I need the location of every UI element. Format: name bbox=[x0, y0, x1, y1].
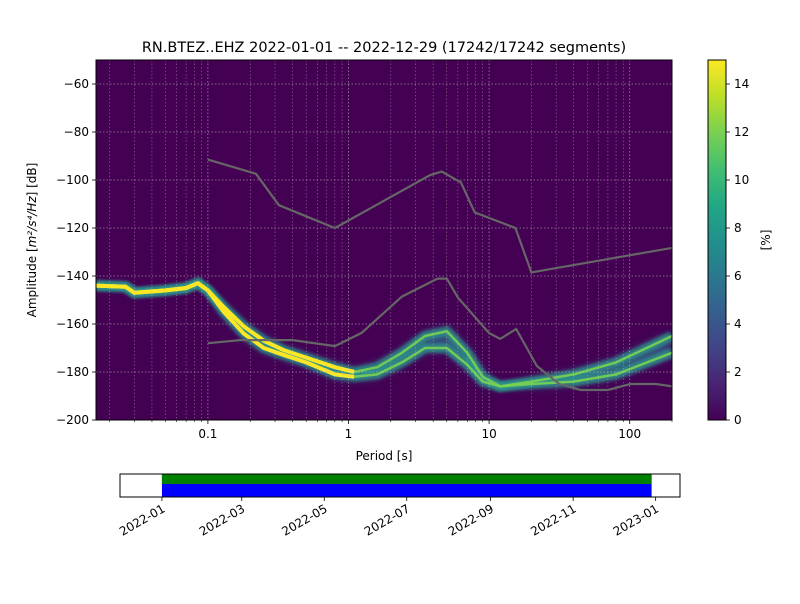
high-noise-model-line bbox=[207, 158, 672, 274]
timeline-tick-label: 2022-01 bbox=[117, 501, 167, 538]
timeline-tick-label: 2022-09 bbox=[446, 501, 496, 538]
y-tick-label: −80 bbox=[64, 125, 89, 139]
timeline-tick-label: 2023-01 bbox=[611, 501, 661, 538]
timeline-tick-label: 2022-03 bbox=[197, 501, 247, 538]
x-tick-label: 1 bbox=[345, 427, 353, 441]
colorbar-tick-label: 6 bbox=[734, 269, 742, 283]
plot-frame bbox=[95, 59, 673, 421]
y-axis-label-suffix: ] [dB] bbox=[25, 163, 39, 197]
psd-ridge-long-1 bbox=[354, 329, 672, 388]
colorbar-ticks: 0 2 4 6 8 10 12 14 bbox=[726, 77, 749, 427]
x-tick-label: 0.1 bbox=[198, 427, 217, 441]
timeline-gap-coverage bbox=[161, 474, 652, 484]
timeline-frame bbox=[119, 473, 681, 498]
noise-models bbox=[207, 158, 672, 392]
y-tick-label: −120 bbox=[56, 221, 89, 235]
timeline-tick-label: 2022-07 bbox=[362, 501, 412, 538]
x-axis-ticks: 0.1 1 10 100 bbox=[109, 420, 673, 441]
colorbar-tick-label: 0 bbox=[734, 413, 742, 427]
y-axis-label: Amplitude [m²/s⁴/Hz] [dB] bbox=[25, 163, 39, 318]
y-tick-label: −100 bbox=[56, 173, 89, 187]
colorbar-tick-label: 8 bbox=[734, 221, 742, 235]
y-axis-ticks: −200 −180 −160 −140 −120 −100 −80 −60 bbox=[56, 77, 96, 427]
y-axis-label-prefix: Amplitude [ bbox=[25, 247, 39, 317]
data-coverage-timeline: 2022-01 2022-03 2022-05 2022-07 2022-09 2022-… bbox=[117, 473, 681, 539]
colorbar-tick-label: 4 bbox=[734, 317, 742, 331]
psd-ridge-core-2 bbox=[96, 281, 355, 379]
colorbar bbox=[707, 59, 727, 421]
colorbar-tick-label: 2 bbox=[734, 365, 742, 379]
low-noise-model-line bbox=[207, 277, 672, 392]
timeline-tick-label: 2022-05 bbox=[279, 501, 329, 538]
y-tick-label: −180 bbox=[56, 365, 89, 379]
colorbar-tick-label: 14 bbox=[734, 77, 749, 91]
psd-ridge-long-2 bbox=[354, 346, 672, 388]
grid-lines bbox=[96, 60, 672, 420]
colorbar-tick-label: 12 bbox=[734, 125, 749, 139]
y-tick-label: −140 bbox=[56, 269, 89, 283]
timeline-tick-label: 2022-11 bbox=[528, 501, 578, 538]
x-tick-label: 10 bbox=[481, 427, 496, 441]
colorbar-label: [%] bbox=[759, 230, 773, 251]
colorbar-tick-label: 10 bbox=[734, 173, 749, 187]
y-tick-label: −160 bbox=[56, 317, 89, 331]
x-tick-label: 100 bbox=[618, 427, 641, 441]
y-axis-label-units: m²/s⁴/Hz bbox=[25, 196, 39, 248]
chart-title: RN.BTEZ..EHZ 2022-01-01 -- 2022-12-29 (1… bbox=[142, 40, 626, 56]
y-tick-label: −60 bbox=[64, 77, 89, 91]
x-axis-label: Period [s] bbox=[356, 449, 413, 463]
y-tick-label: −200 bbox=[56, 413, 89, 427]
